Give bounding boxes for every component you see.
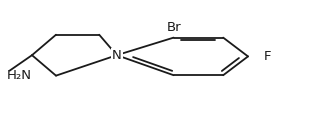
Text: H₂N: H₂N	[6, 69, 31, 82]
Text: Br: Br	[166, 21, 181, 34]
Text: N: N	[112, 49, 122, 62]
Text: F: F	[263, 50, 271, 63]
